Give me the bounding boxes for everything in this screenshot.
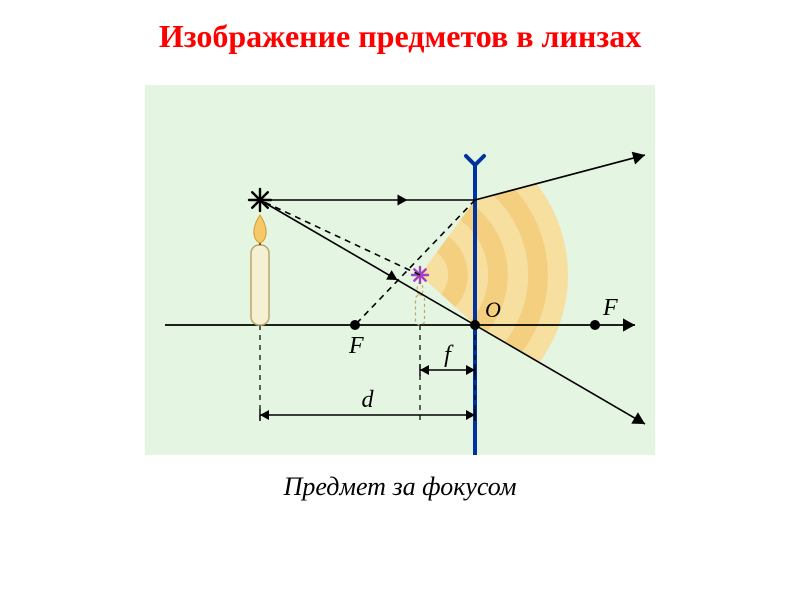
focus-right-label: F [602,295,618,321]
diagram-wrap: OFFfdПредмет за фокусомПредмет за фокусо… [0,85,800,535]
diagram-caption-text: Предмет за фокусом [283,472,517,501]
optical-center-label: O [485,297,501,322]
focus-left-label: F [348,333,364,359]
title-text: Изображение предметов в линзах [159,18,641,54]
lens-diagram: OFFfdПредмет за фокусомПредмет за фокусо… [145,85,655,535]
focus-right-dot [590,320,600,330]
measure-d-label: d [362,387,375,413]
page-title: Изображение предметов в линзах [0,0,800,55]
